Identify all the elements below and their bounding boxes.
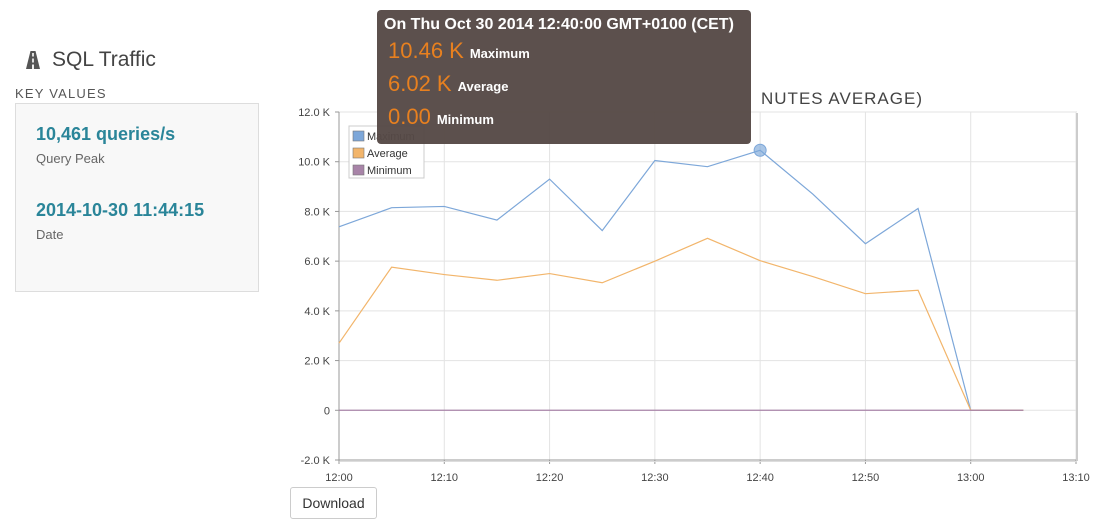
y-tick-label: 0 (324, 405, 330, 417)
tooltip-value: 6.02 K (388, 71, 452, 96)
key-values-panel: 10,461 queries/s Query Peak 2014-10-30 1… (15, 103, 259, 292)
page-header: SQL Traffic (22, 48, 156, 72)
y-tick-label: 12.0 K (298, 107, 330, 119)
x-tick-label: 12:30 (641, 472, 669, 484)
y-tick-label: 2.0 K (304, 356, 330, 368)
tooltip-value: 0.00 (388, 104, 431, 129)
tooltip-row-minimum: 0.00 Minimum (384, 104, 744, 137)
legend-swatch (352, 147, 365, 159)
x-tick-label: 12:20 (536, 472, 564, 484)
y-tick-label: 8.0 K (304, 206, 330, 218)
y-tick-label: 6.0 K (304, 256, 330, 268)
y-tick-label: 10.0 K (298, 157, 330, 169)
chart-title: NUTES AVERAGE) (761, 89, 923, 108)
plot-area (338, 111, 1077, 461)
x-tick-label: 12:10 (431, 472, 459, 484)
query-peak-block: 10,461 queries/s Query Peak (36, 124, 175, 166)
tooltip-row-average: 6.02 K Average (384, 71, 744, 104)
section-label: KEY VALUES (15, 86, 107, 101)
tooltip-row-maximum: 10.46 K Maximum (384, 38, 744, 71)
tooltip-series-name: Maximum (469, 46, 530, 61)
series-line-average (338, 237, 1024, 411)
x-tick-label: 12:00 (325, 472, 353, 484)
date-value: 2014-10-30 11:44:15 (36, 200, 205, 220)
road-icon (26, 51, 40, 69)
query-peak-value: 10,461 queries/s (36, 124, 176, 144)
x-tick-label: 12:40 (746, 472, 774, 484)
legend-swatch (352, 130, 365, 142)
series-line-maximum (338, 149, 1024, 411)
tooltip-header: On Thu Oct 30 2014 12:40:00 GMT+0100 (CE… (384, 16, 734, 33)
x-tick-label: 13:10 (1062, 472, 1090, 484)
legend-label: Minimum (367, 165, 412, 177)
y-tick-label: -2.0 K (301, 455, 331, 467)
x-tick-label: 12:50 (852, 472, 880, 484)
x-tick-label: 13:00 (957, 472, 985, 484)
chart-tooltip: On Thu Oct 30 2014 12:40:00 GMT+0100 (CE… (377, 10, 751, 144)
download-button[interactable]: Download (290, 487, 377, 519)
legend-swatch (352, 164, 365, 176)
tooltip-series-name: Minimum (436, 112, 494, 127)
y-tick-label: 4.0 K (304, 306, 330, 318)
tooltip-series-name: Average (457, 79, 509, 94)
tooltip-value: 10.46 K (388, 38, 464, 63)
legend-label: Average (367, 148, 408, 160)
page-title: SQL Traffic (52, 48, 156, 71)
date-block: 2014-10-30 11:44:15 Date (36, 200, 204, 242)
highlight-point (753, 143, 767, 157)
date-label: Date (36, 227, 64, 242)
query-peak-label: Query Peak (36, 151, 105, 166)
